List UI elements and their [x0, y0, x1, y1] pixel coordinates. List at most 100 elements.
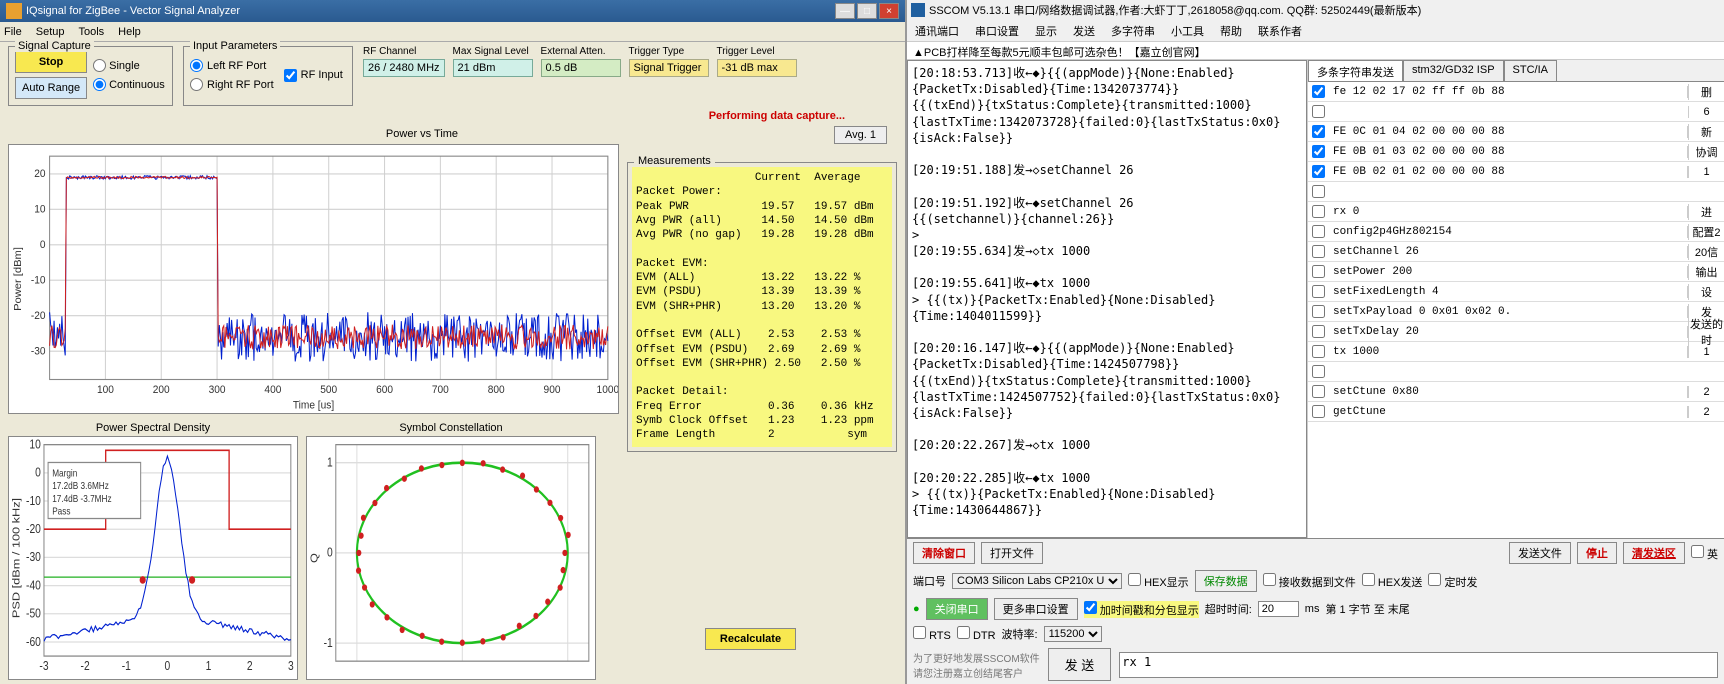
list-button[interactable]: 1: [1688, 346, 1724, 358]
list-checkbox[interactable]: [1312, 105, 1325, 118]
list-checkbox[interactable]: [1312, 385, 1325, 398]
list-text[interactable]: FE 0C 01 04 02 00 00 00 88: [1329, 126, 1688, 138]
list-button[interactable]: 2: [1688, 406, 1724, 418]
menu-serial[interactable]: 串口设置: [975, 23, 1019, 39]
list-text[interactable]: setPower 200: [1329, 266, 1688, 278]
timestamp-checkbox[interactable]: 加时间戳和分包显示: [1084, 601, 1199, 618]
timeout-input[interactable]: [1258, 601, 1299, 617]
avg-button[interactable]: Avg. 1: [834, 126, 887, 144]
stop-button[interactable]: Stop: [15, 51, 87, 73]
list-button[interactable]: 新: [1688, 124, 1724, 140]
recalculate-button[interactable]: Recalculate: [705, 628, 796, 650]
list-checkbox[interactable]: [1312, 405, 1325, 418]
right-rf-radio[interactable]: Right RF Port: [190, 78, 274, 91]
single-radio[interactable]: Single: [93, 59, 165, 72]
minimize-button[interactable]: —: [835, 3, 855, 19]
list-checkbox[interactable]: [1312, 185, 1325, 198]
list-text[interactable]: setTxPayload 0 0x01 0x02 0.: [1329, 306, 1688, 318]
timed-send-checkbox[interactable]: 定时发: [1428, 573, 1477, 590]
close-button[interactable]: ×: [879, 3, 899, 19]
list-checkbox[interactable]: [1312, 265, 1325, 278]
list-checkbox[interactable]: [1312, 225, 1325, 238]
send-button[interactable]: 发 送: [1048, 648, 1112, 681]
menu-help[interactable]: Help: [118, 26, 141, 38]
continuous-radio[interactable]: Continuous: [93, 78, 165, 91]
rf-channel-select[interactable]: 26 / 2480 MHz: [363, 59, 445, 77]
list-button[interactable]: 设: [1688, 284, 1724, 300]
list-text[interactable]: FE 0B 02 01 02 00 00 00 88: [1329, 166, 1688, 178]
save-data-button[interactable]: 保存数据: [1195, 570, 1257, 592]
serial-log[interactable]: [20:18:53.713]收←◆}{{(appMode)}{None:Enab…: [907, 60, 1307, 538]
list-text[interactable]: tx 1000: [1329, 346, 1688, 358]
list-checkbox[interactable]: [1312, 365, 1325, 378]
recv-to-file-checkbox[interactable]: 接收数据到文件: [1263, 573, 1356, 590]
max-signal-select[interactable]: 21 dBm: [453, 59, 533, 77]
english-checkbox[interactable]: 英: [1691, 545, 1718, 562]
list-button[interactable]: 协调: [1688, 144, 1724, 160]
more-settings-button[interactable]: 更多串口设置: [994, 598, 1078, 620]
menu-tools[interactable]: Tools: [78, 26, 104, 38]
clear-window-button[interactable]: 清除窗口: [913, 542, 975, 564]
rts-checkbox[interactable]: RTS: [913, 626, 951, 642]
list-button[interactable]: 发送的时: [1688, 316, 1724, 348]
list-checkbox[interactable]: [1312, 125, 1325, 138]
menu-file[interactable]: File: [4, 26, 22, 38]
left-rf-radio[interactable]: Left RF Port: [190, 59, 274, 72]
list-checkbox[interactable]: [1312, 305, 1325, 318]
list-checkbox[interactable]: [1312, 85, 1325, 98]
list-text[interactable]: getCtune: [1329, 406, 1688, 418]
list-button[interactable]: 2: [1688, 386, 1724, 398]
list-checkbox[interactable]: [1312, 145, 1325, 158]
list-text[interactable]: config2p4GHz802154: [1329, 226, 1688, 238]
tab-stm32[interactable]: stm32/GD32 ISP: [1403, 60, 1504, 81]
trigger-level-select[interactable]: -31 dB max: [717, 59, 797, 77]
list-checkbox[interactable]: [1312, 205, 1325, 218]
list-checkbox[interactable]: [1312, 245, 1325, 258]
list-text[interactable]: FE 0B 01 03 02 00 00 00 88: [1329, 146, 1688, 158]
open-file-button[interactable]: 打开文件: [981, 542, 1043, 564]
list-button[interactable]: 配置2: [1688, 224, 1724, 240]
stop-send-button[interactable]: 停止: [1577, 542, 1617, 564]
maximize-button[interactable]: □: [857, 3, 877, 19]
hex-send-checkbox[interactable]: HEX发送: [1362, 573, 1423, 590]
list-text[interactable]: setFixedLength 4: [1329, 286, 1688, 298]
menu-display[interactable]: 显示: [1035, 23, 1057, 39]
close-port-button[interactable]: 关闭串口: [926, 598, 988, 620]
auto-range-button[interactable]: Auto Range: [15, 77, 87, 99]
baud-select[interactable]: 115200: [1044, 626, 1102, 642]
menu-help[interactable]: 帮助: [1220, 23, 1242, 39]
list-text[interactable]: setChannel 26: [1329, 246, 1688, 258]
list-text[interactable]: rx 0: [1329, 206, 1688, 218]
menu-port[interactable]: 通讯端口: [915, 23, 959, 39]
list-button[interactable]: 进: [1688, 204, 1724, 220]
menu-multistring[interactable]: 多字符串: [1111, 23, 1155, 39]
svg-text:-3: -3: [39, 660, 48, 673]
send-file-button[interactable]: 发送文件: [1509, 542, 1571, 564]
list-checkbox[interactable]: [1312, 325, 1325, 338]
hex-display-checkbox[interactable]: HEX显示: [1128, 573, 1189, 590]
menu-contact[interactable]: 联系作者: [1258, 23, 1302, 39]
menu-send[interactable]: 发送: [1073, 23, 1095, 39]
list-checkbox[interactable]: [1312, 345, 1325, 358]
list-button[interactable]: 6: [1688, 106, 1724, 118]
ext-atten-select[interactable]: 0.5 dB: [541, 59, 621, 77]
rf-input-checkbox[interactable]: RF Input: [284, 59, 343, 91]
list-button[interactable]: 20信: [1688, 244, 1724, 260]
trigger-type-select[interactable]: Signal Trigger: [629, 59, 709, 77]
port-select[interactable]: COM3 Silicon Labs CP210x U: [952, 573, 1122, 589]
list-button[interactable]: 输出: [1688, 264, 1724, 280]
list-checkbox[interactable]: [1312, 165, 1325, 178]
list-text[interactable]: fe 12 02 17 02 ff ff 0b 88: [1329, 86, 1688, 98]
menu-setup[interactable]: Setup: [36, 26, 65, 38]
list-button[interactable]: 1: [1688, 166, 1724, 178]
list-checkbox[interactable]: [1312, 285, 1325, 298]
clear-send-button[interactable]: 清发送区: [1623, 542, 1685, 564]
menu-tools[interactable]: 小工具: [1171, 23, 1204, 39]
list-text[interactable]: setTxDelay 20: [1329, 326, 1688, 338]
list-button[interactable]: 删: [1688, 84, 1724, 100]
list-text[interactable]: setCtune 0x80: [1329, 386, 1688, 398]
tab-stc[interactable]: STC/IA: [1504, 60, 1557, 81]
tab-multistring[interactable]: 多条字符串发送: [1308, 60, 1403, 81]
dtr-checkbox[interactable]: DTR: [957, 626, 996, 642]
send-textarea[interactable]: [1119, 652, 1718, 678]
